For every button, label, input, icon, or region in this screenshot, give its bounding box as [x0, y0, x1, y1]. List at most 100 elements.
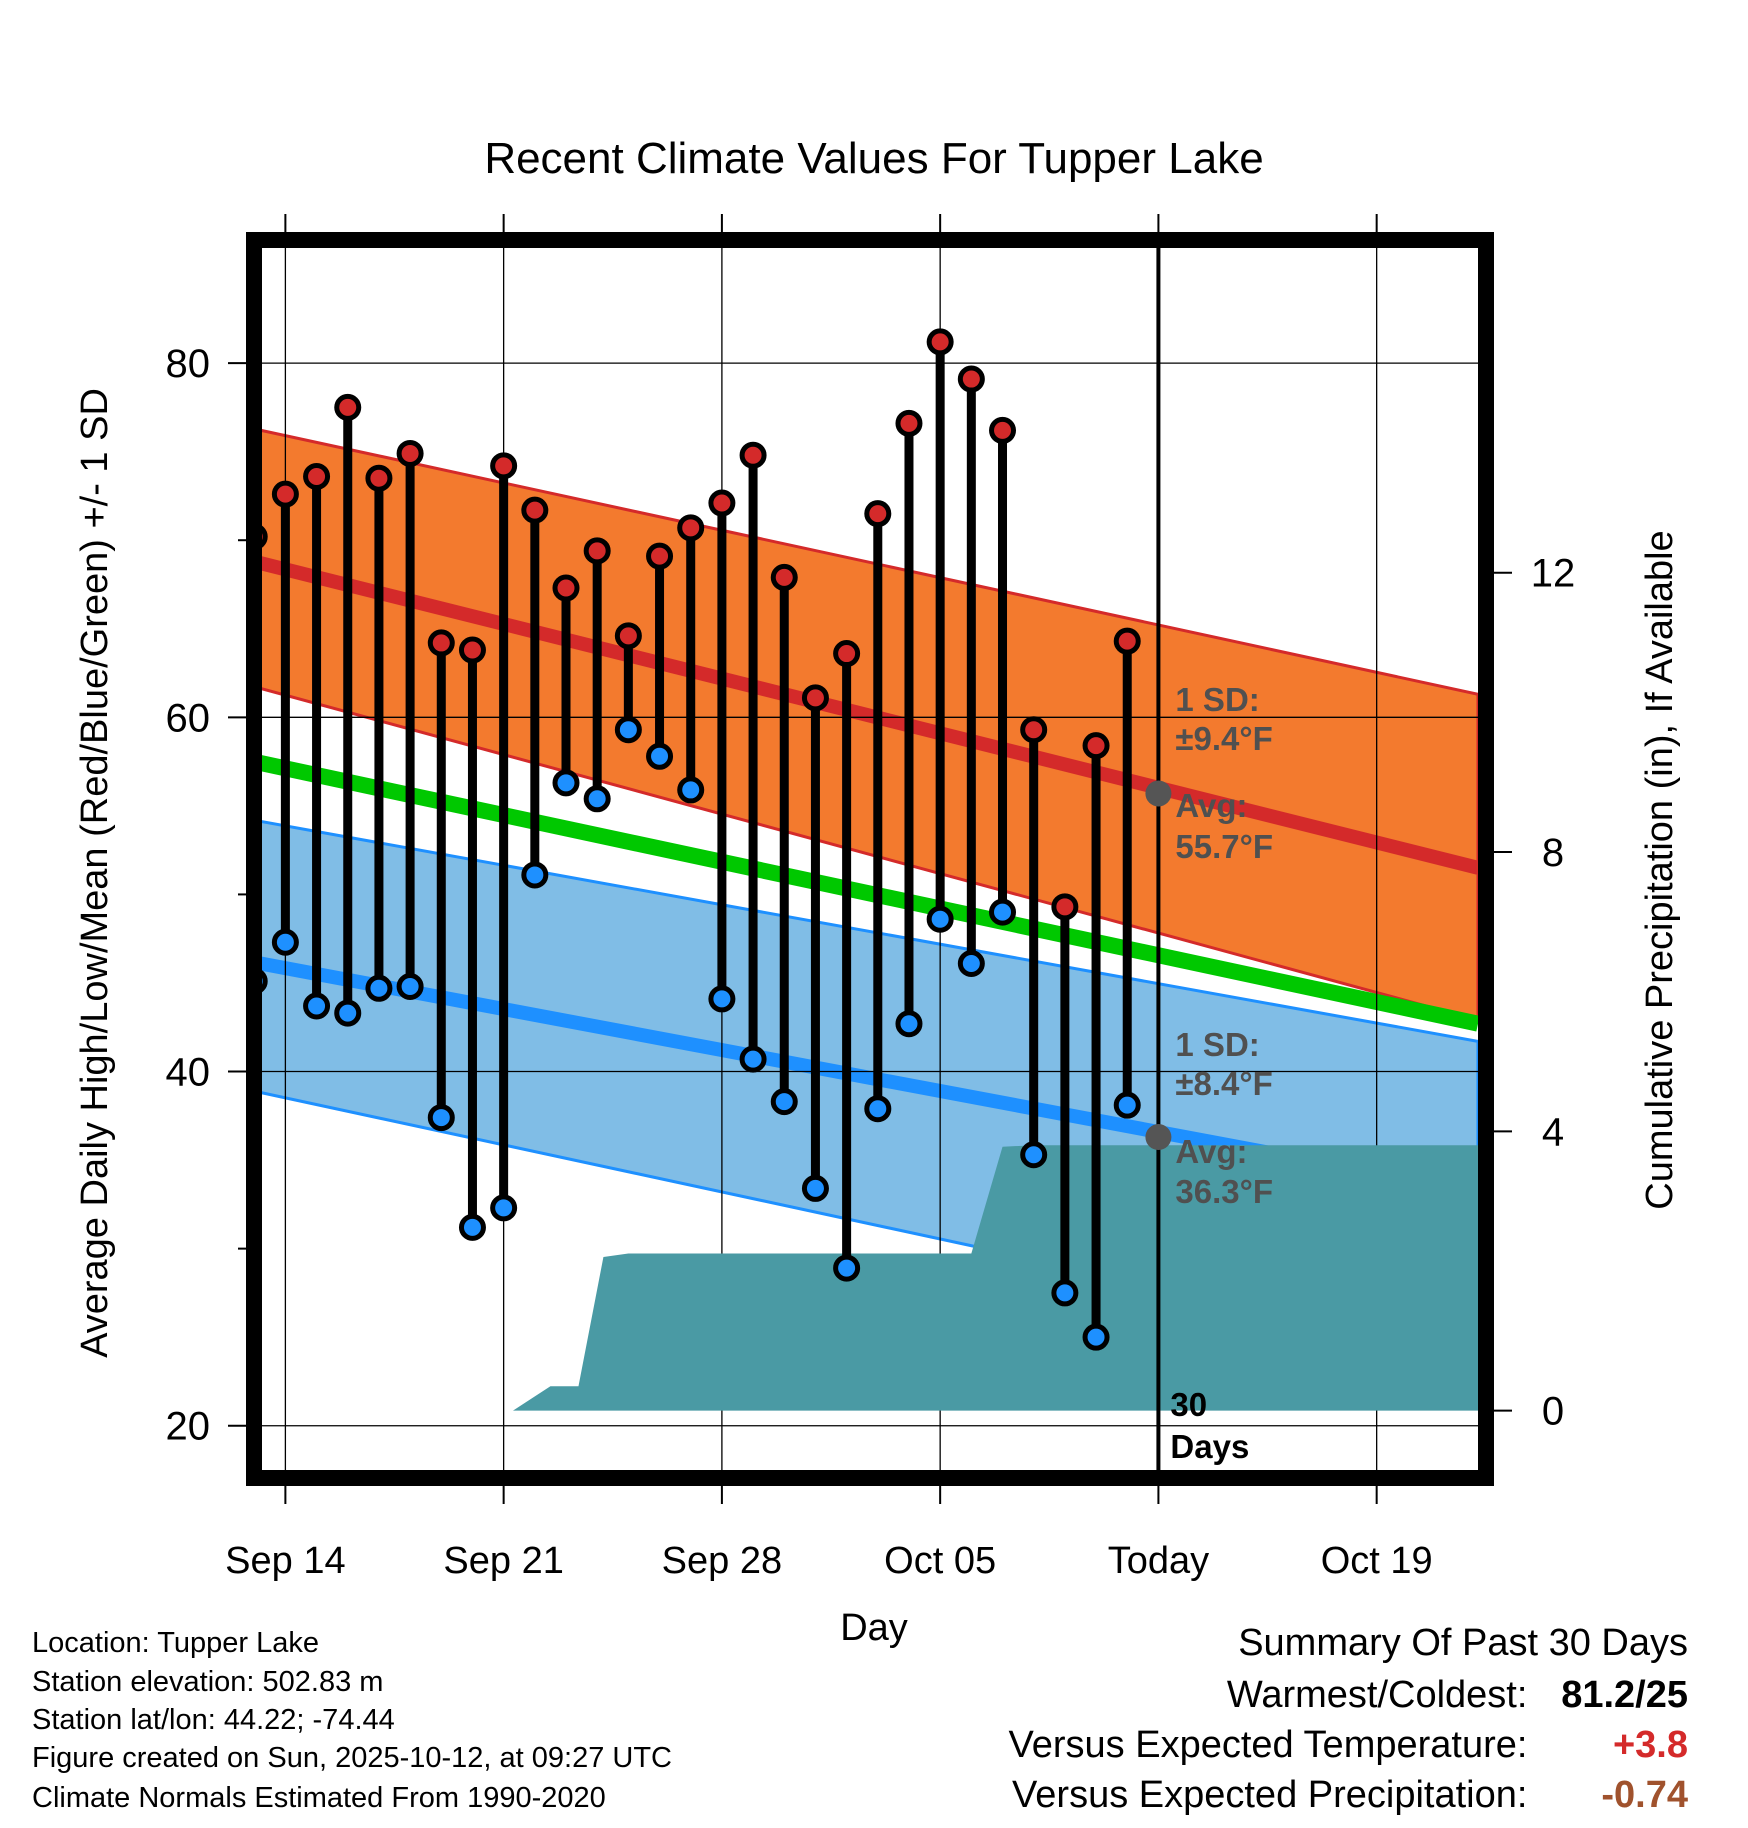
y-tick-label: 60 — [166, 696, 211, 740]
y2-tick-label: 8 — [1542, 831, 1564, 875]
summary-temp: Versus Expected Temperature: +3.8 — [1009, 1724, 1688, 1767]
low-avg-today-marker — [1145, 1124, 1172, 1151]
high-avg-label: Avg: — [1175, 787, 1247, 824]
precip-area — [262, 1145, 1478, 1411]
daily-low-point — [646, 742, 674, 770]
daily-low-point — [1051, 1279, 1079, 1307]
high-avg-value: 55.7°F — [1175, 828, 1273, 865]
low-sd-label: 1 SD: — [1175, 1026, 1259, 1063]
daily-low-point — [864, 1095, 892, 1123]
y2-tick-label: 4 — [1542, 1110, 1564, 1154]
daily-low-point — [396, 973, 424, 1001]
daily-low-point — [708, 985, 736, 1013]
daily-high-point — [957, 365, 985, 393]
daily-high-point — [262, 525, 268, 548]
daily-high-point — [1082, 732, 1110, 760]
summary-temp-label: Versus Expected Temperature: — [1008, 1724, 1528, 1766]
axes: Sep 14 Sep 21 Sep 28 Oct 05 Today Oct 1920406… — [166, 214, 1576, 1582]
today-days-label: Days — [1170, 1428, 1249, 1465]
daily-high-point — [521, 496, 549, 524]
summary-warm-cold-value: 81.2/25 — [1561, 1674, 1688, 1716]
y-tick-label: 20 — [166, 1405, 211, 1449]
daily-high-point — [833, 640, 861, 668]
high-avg-today-marker — [1145, 780, 1172, 807]
daily-low-point — [262, 970, 268, 993]
x-tick-label: Sep 14 — [225, 1540, 345, 1582]
daily-low-point — [926, 905, 954, 933]
daily-low-point — [895, 1010, 923, 1038]
daily-low-point — [957, 949, 985, 977]
summary-precip: Versus Expected Precipitation: -0.74 — [1012, 1774, 1688, 1817]
daily-low-point — [770, 1088, 798, 1116]
chart-title: Recent Climate Values For Tupper Lake — [484, 134, 1263, 183]
daily-high-point — [490, 452, 518, 480]
footer-location: Location: Tupper Lake — [32, 1627, 319, 1659]
daily-low-point — [801, 1174, 829, 1202]
daily-high-point — [271, 480, 299, 508]
daily-high-point — [770, 563, 798, 591]
daily-high-point — [1020, 716, 1048, 744]
daily-high-point — [708, 489, 736, 517]
today-days-count: 30 — [1170, 1386, 1207, 1423]
daily-high-point — [427, 629, 455, 657]
daily-low-point — [583, 785, 611, 813]
daily-high-point — [303, 462, 331, 490]
daily-low-point — [1020, 1141, 1048, 1169]
x-tick-label: Oct 19 — [1321, 1540, 1433, 1582]
x-tick-label: Oct 05 — [884, 1540, 996, 1582]
y2-axis-label: Cumulative Precipitation (in), If Availa… — [1639, 530, 1681, 1209]
daily-low-point — [739, 1045, 767, 1073]
daily-high-point — [614, 622, 642, 650]
summary-warm-cold-label: Warmest/Coldest: — [1226, 1674, 1528, 1716]
daily-high-point — [739, 441, 767, 469]
low-sd-value: ±8.4°F — [1175, 1065, 1272, 1102]
daily-low-point — [212, 1082, 234, 1104]
summary-warm-cold: Warmest/Coldest: 81.2/25 — [1227, 1674, 1688, 1717]
footer-created: Figure created on Sun, 2025-10-12, at 09… — [32, 1742, 672, 1774]
x-tick-label: Sep 28 — [662, 1540, 782, 1582]
daily-low-point — [521, 861, 549, 889]
daily-low-point — [989, 898, 1017, 926]
high-sd-value: ±9.4°F — [1175, 720, 1272, 757]
x-axis-label: Day — [840, 1607, 908, 1649]
summary-heading: Summary Of Past 30 Days — [1238, 1622, 1688, 1664]
y-tick-label: 40 — [166, 1051, 211, 1095]
daily-high-point — [365, 464, 393, 492]
daily-high-point — [989, 416, 1017, 444]
normal-mean-line — [262, 755, 1478, 1032]
daily-low-point — [490, 1194, 518, 1222]
daily-high-point — [801, 684, 829, 712]
low-avg-value: 36.3°F — [1175, 1173, 1273, 1210]
daily-high-point — [552, 574, 580, 602]
low-avg-label: Avg: — [1175, 1133, 1247, 1170]
daily-low-point — [334, 999, 362, 1027]
y2-tick-label: 12 — [1531, 552, 1576, 596]
y2-tick-label: 0 — [1542, 1390, 1564, 1434]
daily-high-point — [396, 439, 424, 467]
daily-low-point — [365, 974, 393, 1002]
plot-frame — [246, 232, 1494, 1486]
x-tick-label: Today — [1108, 1540, 1209, 1582]
daily-low-point — [1082, 1323, 1110, 1351]
daily-low-point — [458, 1213, 486, 1241]
daily-low-point — [271, 928, 299, 956]
daily-high-point — [864, 500, 892, 528]
daily-low-point — [552, 769, 580, 797]
daily-low-point — [677, 776, 705, 804]
daily-high-point — [334, 393, 362, 421]
daily-low-point — [1113, 1091, 1141, 1119]
high-sd-label: 1 SD: — [1175, 681, 1259, 718]
daily-high-point — [926, 328, 954, 356]
daily-low-point — [614, 716, 642, 744]
daily-high-point — [1051, 893, 1079, 921]
daily-high-point — [646, 542, 674, 570]
daily-high-point — [1113, 627, 1141, 655]
summary-precip-label: Versus Expected Precipitation: — [1012, 1774, 1528, 1816]
footer-latlon: Station lat/lon: 44.22; -74.44 — [32, 1704, 395, 1736]
daily-high-point — [458, 636, 486, 664]
normal-high-line — [262, 556, 1478, 875]
x-tick-label: Sep 21 — [443, 1540, 563, 1582]
footer-normals: Climate Normals Estimated From 1990-2020 — [32, 1782, 606, 1814]
